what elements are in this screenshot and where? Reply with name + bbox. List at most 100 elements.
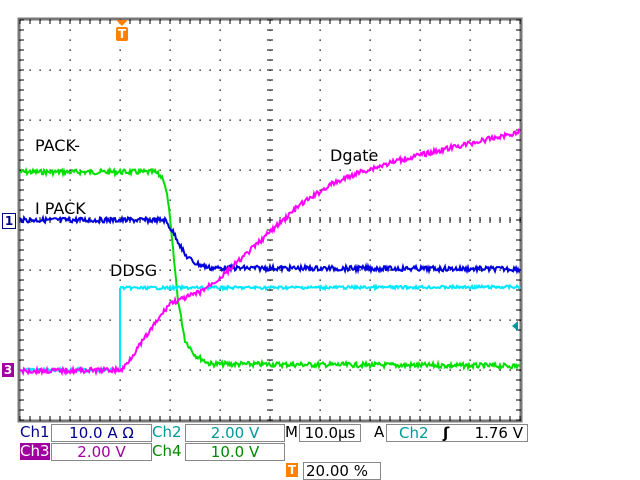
ch3-scale[interactable]: 2.00 V xyxy=(51,443,152,461)
grid-dot xyxy=(519,369,521,371)
grid-dot xyxy=(189,119,191,121)
grid-dot xyxy=(369,389,371,391)
grid-dot xyxy=(459,69,461,71)
grid-dot xyxy=(119,179,121,181)
grid-dot xyxy=(319,209,321,211)
grid-dot xyxy=(219,359,221,361)
grid-dot xyxy=(119,79,121,81)
grid-dot xyxy=(69,389,71,391)
grid-dot xyxy=(419,379,421,381)
grid-dot xyxy=(119,249,121,251)
grid-dot xyxy=(519,239,521,241)
grid-dot xyxy=(449,369,451,371)
grid-dot xyxy=(239,169,241,171)
grid-dot xyxy=(419,359,421,361)
grid-dot xyxy=(279,69,281,71)
grid-dot xyxy=(469,29,471,31)
grid-dot xyxy=(469,279,471,281)
grid-dot xyxy=(189,69,191,71)
grid-dot xyxy=(69,159,71,161)
ch3-label[interactable]: Ch3 xyxy=(20,442,50,460)
ch4-label[interactable]: Ch4 xyxy=(152,442,182,460)
grid-dot xyxy=(499,169,501,171)
grid-dot xyxy=(129,369,131,371)
grid-dot xyxy=(69,409,71,411)
grid-dot xyxy=(129,319,131,321)
grid-dot xyxy=(229,119,231,121)
grid-dot xyxy=(299,419,301,421)
grid-dot xyxy=(399,369,401,371)
trigger-position-value[interactable]: 20.00 % xyxy=(303,462,381,480)
trigger-position-icon: T xyxy=(286,463,298,477)
timebase-label: M xyxy=(285,423,298,441)
grid-dot xyxy=(469,289,471,291)
grid-dot xyxy=(469,189,471,191)
grid-dot xyxy=(519,359,521,361)
grid-dot xyxy=(219,379,221,381)
grid-dot xyxy=(459,319,461,321)
timebase-value[interactable]: 10.0µs xyxy=(299,424,361,442)
grid-dot xyxy=(519,279,521,281)
grid-dot xyxy=(69,349,71,351)
grid-dot xyxy=(369,99,371,101)
grid-dot xyxy=(219,169,221,171)
grid-dot xyxy=(79,419,81,421)
ch2-scale[interactable]: 2.00 V xyxy=(185,424,285,442)
grid-dot xyxy=(389,169,391,171)
ch3-ground-marker[interactable]: 3 xyxy=(2,363,14,377)
grid-dot xyxy=(419,209,421,211)
grid-dot xyxy=(169,159,171,161)
trigger-settings[interactable]: Ch2 ʃ 1.76 V xyxy=(386,424,528,442)
grid-dot xyxy=(369,229,371,231)
grid-dot xyxy=(59,419,61,421)
grid-dot xyxy=(369,29,371,31)
grid-dot xyxy=(369,129,371,131)
grid-dot xyxy=(319,369,321,371)
grid-dot xyxy=(509,369,511,371)
grid-dot xyxy=(309,419,311,421)
grid-dot xyxy=(519,349,521,351)
grid-dot xyxy=(519,329,521,331)
grid-dot xyxy=(259,69,261,71)
grid-dot xyxy=(469,59,471,61)
grid-dot xyxy=(519,99,521,101)
grid-dot xyxy=(519,229,521,231)
ch1-scale[interactable]: 10.0 A Ω xyxy=(51,424,152,442)
grid-dot xyxy=(169,349,171,351)
grid-dot xyxy=(519,89,521,91)
grid-dot xyxy=(169,259,171,261)
grid-dot xyxy=(519,149,521,151)
grid-dot xyxy=(199,369,201,371)
grid-dot xyxy=(99,119,101,121)
grid-dot xyxy=(419,149,421,151)
grid-dot xyxy=(289,319,291,321)
grid-dot xyxy=(389,269,391,271)
grid-dot xyxy=(369,59,371,61)
grid-dot xyxy=(399,69,401,71)
grid-dot xyxy=(149,69,151,71)
grid-dot xyxy=(339,69,341,71)
grid-dot xyxy=(119,49,121,51)
grid-dot xyxy=(469,259,471,261)
grid-dot xyxy=(219,329,221,331)
grid-dot xyxy=(429,369,431,371)
ch1-ground-marker[interactable]: 1 xyxy=(2,213,16,229)
grid-dot xyxy=(219,119,221,121)
grid-dot xyxy=(359,69,361,71)
grid-dot xyxy=(309,319,311,321)
grid-dot xyxy=(199,269,201,271)
ch4-scale[interactable]: 10.0 V xyxy=(185,443,285,461)
trace-label-dgate: Dgate xyxy=(330,146,379,165)
grid-dot xyxy=(69,209,71,211)
grid-dot xyxy=(469,369,471,371)
grid-dot xyxy=(419,339,421,341)
ch2-label[interactable]: Ch2 xyxy=(152,423,182,441)
ch1-label[interactable]: Ch1 xyxy=(20,423,50,441)
grid-dot xyxy=(119,399,121,401)
grid-dot xyxy=(219,109,221,111)
grid-dot xyxy=(169,149,171,151)
grid-dot xyxy=(219,319,221,321)
grid-dot xyxy=(169,89,171,91)
trigger-position-marker[interactable]: T xyxy=(116,27,128,41)
grid-dot xyxy=(99,319,101,321)
